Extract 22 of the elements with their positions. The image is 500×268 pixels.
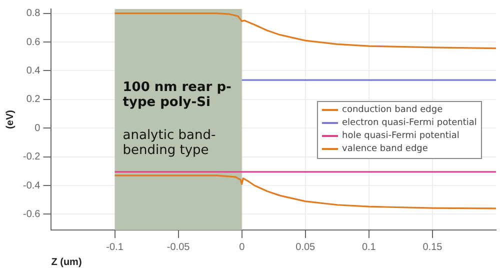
y-tick-label: 0.8 — [26, 8, 41, 20]
legend-label: valence band edge — [342, 142, 428, 156]
x-tick-label: -0.1 — [106, 242, 124, 253]
y-tick-label: -0.6 — [22, 208, 41, 220]
legend-label: electron quasi-Fermi potential — [342, 116, 477, 130]
x-axis-title: Z (um) — [51, 256, 82, 268]
y-tick-label: 0.2 — [26, 94, 41, 106]
x-tick-label: 0.05 — [296, 242, 316, 253]
x-tick-label: 0 — [239, 242, 246, 253]
y-axis-title: (eV) — [4, 110, 16, 129]
x-tick-label: 0.15 — [422, 242, 443, 253]
y-tick-label: -0.4 — [22, 180, 41, 192]
y-tick-label: 0 — [34, 122, 41, 134]
y-tick-label: 0.6 — [26, 36, 41, 48]
x-tick-label: 0.1 — [362, 242, 376, 253]
legend-label: hole quasi-Fermi potential — [342, 130, 460, 142]
legend-label: conduction band edge — [342, 104, 443, 116]
band-label: 100 nm rear p-type poly-Si — [122, 80, 232, 110]
y-tick-label: -0.2 — [22, 152, 41, 163]
x-tick-label: -0.05 — [166, 242, 190, 253]
y-tick-label: 0.4 — [26, 65, 41, 76]
annotation: analytic band-bending type — [122, 128, 217, 158]
